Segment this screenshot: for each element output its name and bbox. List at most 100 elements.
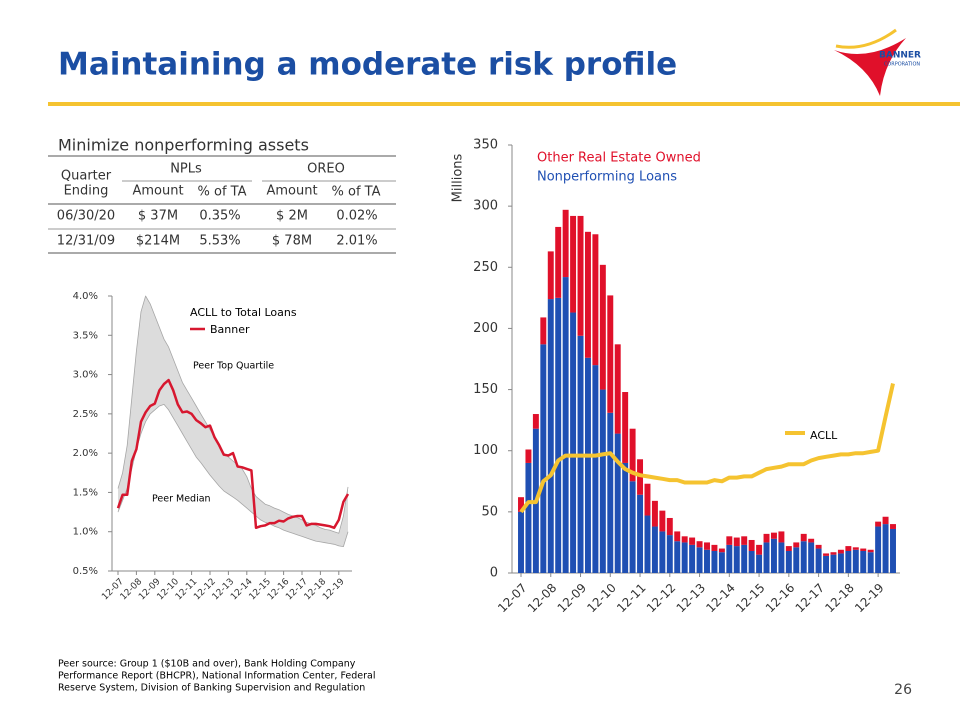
bar-segment (756, 544, 763, 555)
bar-segment (778, 531, 785, 543)
bar-segment (696, 541, 703, 548)
bar-segment (823, 553, 830, 556)
table-cell: 06/30/20 (57, 209, 115, 224)
acll-line (519, 383, 895, 514)
legend-label: Banner (210, 323, 250, 336)
bar-segment (845, 550, 852, 573)
column-header: % of TA (332, 185, 381, 200)
bar-segment (785, 546, 792, 551)
bar-segment (540, 317, 547, 345)
bar-segment (629, 428, 636, 482)
bar-segment (748, 539, 755, 551)
y-tick-label: 1.5% (73, 487, 98, 498)
legend-title: ACLL to Total Loans (190, 306, 297, 319)
bar-segment (837, 549, 844, 554)
bar-segment (555, 226, 562, 298)
bar-segment (584, 357, 591, 573)
bar-segment (793, 542, 800, 548)
bar-segment (808, 538, 815, 543)
y-tick-label: 100 (473, 443, 498, 458)
bar-segment (540, 344, 547, 573)
bar-segment (666, 517, 673, 536)
logo-subtext: CORPORATION (884, 62, 921, 68)
bar-segment (867, 549, 874, 553)
bar-segment (785, 550, 792, 573)
bar-segment (689, 544, 696, 573)
row-header: Ending (64, 184, 109, 199)
bar-segment (607, 295, 614, 413)
bar-segment (756, 554, 763, 573)
bar-segment (681, 536, 688, 543)
bar-segment (622, 392, 629, 463)
banner-line (116, 378, 350, 530)
title-rule (48, 102, 960, 106)
y-tick-label: 1.0% (73, 527, 98, 538)
bar-segment (763, 542, 770, 573)
table-cell: 12/31/09 (57, 234, 115, 249)
bar-segment (570, 215, 577, 313)
table-body: 06/30/20 $ 37M 0.35% $ 2M 0.02% 12/31/09 $214M… (57, 209, 378, 249)
bar-segment (718, 552, 725, 573)
x-tick-label: 12-09 (555, 581, 590, 616)
bar-segment (592, 365, 599, 573)
bar-segment (696, 547, 703, 573)
bar-segment (830, 554, 837, 573)
y-tick-label: 3.5% (73, 330, 98, 341)
bar-segment (637, 494, 644, 573)
table-cell: 0.02% (336, 209, 377, 224)
y-tick-label: 3.0% (73, 370, 98, 381)
bar-segment (599, 264, 606, 390)
bar-segment (555, 297, 562, 573)
bar-segment (518, 497, 524, 512)
y-tick-label: 0 (490, 566, 498, 581)
bar-segment (547, 299, 554, 573)
series-annotation: Peer Median (152, 494, 211, 505)
table-cell: $214M (136, 234, 180, 249)
bar-segment (644, 483, 651, 516)
bar-segment (741, 544, 748, 573)
y-tick-label: 200 (473, 321, 498, 336)
y-tick-label: 250 (473, 260, 498, 275)
x-tick-label: 12-07 (495, 581, 530, 616)
legend-label: Nonperforming Loans (537, 170, 677, 185)
row-header: Quarter (61, 169, 112, 184)
y-tick-label: 350 (473, 138, 498, 153)
bar-segment (860, 548, 867, 551)
bar-segment (629, 481, 636, 573)
y-tick-label: 0.5% (73, 566, 98, 577)
bar-segment (674, 531, 681, 542)
bar-segment (666, 535, 673, 573)
x-tick-label: 12-16 (763, 581, 798, 616)
table-title: Minimize nonperforming assets (58, 136, 309, 155)
bar-segment (882, 516, 889, 525)
bar-segment (674, 541, 681, 573)
bar-segment (726, 536, 733, 545)
y-axis-title: Millions (451, 153, 466, 202)
bar-segment (651, 500, 658, 527)
legend-label: Other Real Estate Owned (537, 151, 701, 166)
bar-segment (793, 547, 800, 573)
bar-segment (748, 550, 755, 573)
bar-segment (845, 546, 852, 551)
logo: BANNER CORPORATION (834, 28, 921, 96)
bar-segment (800, 541, 807, 573)
y-tick-label: 300 (473, 199, 498, 214)
bar-segment (867, 552, 874, 573)
bar-segment (875, 526, 882, 573)
footer: Peer source: Group 1 ($10B and over), Ba… (58, 659, 912, 699)
bar-segment (570, 312, 577, 573)
x-tick-label: 12-10 (584, 581, 619, 616)
bar-segment (592, 234, 599, 366)
bar-segment (644, 515, 651, 573)
x-tick-label: 12-15 (733, 581, 768, 616)
column-header: Amount (266, 184, 317, 199)
bar-segment (547, 251, 554, 300)
bar-segment (607, 412, 614, 573)
slide-title: Maintaining a moderate risk profile (58, 47, 677, 83)
x-tick-label: 12-17 (793, 581, 828, 616)
table-cell: 2.01% (336, 234, 377, 249)
group-header: NPLs (170, 162, 202, 177)
legend-label: ACLL (810, 429, 838, 442)
bar-segment (763, 533, 770, 543)
bar-segment (525, 449, 532, 463)
